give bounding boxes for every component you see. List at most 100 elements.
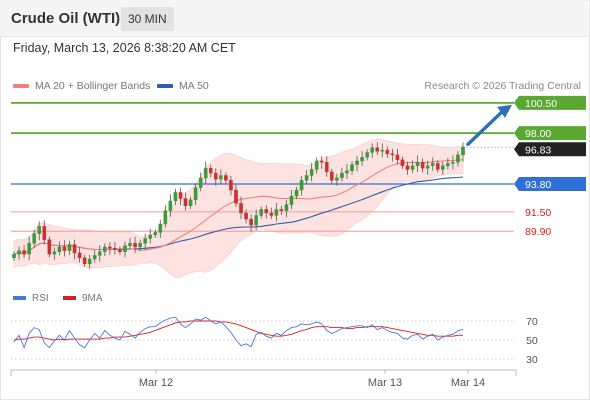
rsi-ma-swatch [63, 296, 76, 301]
candle-down [82, 257, 87, 265]
candle-up [219, 175, 223, 180]
candle-up [289, 195, 294, 205]
candle-up [203, 168, 208, 179]
level-tag-resistance-bg [514, 126, 586, 141]
candle-down [249, 218, 253, 226]
candle-up [32, 233, 36, 244]
rsi-level-label: 70 [526, 316, 538, 328]
rsi-level-label: 50 [526, 335, 538, 347]
candle-up [365, 152, 369, 158]
candle-up [158, 223, 163, 233]
candle-down [239, 203, 243, 214]
candle-up [451, 161, 455, 164]
candle-up [360, 157, 364, 162]
candle-up [355, 160, 359, 165]
candle-up [138, 243, 142, 248]
forecast-arrow [466, 104, 512, 146]
candle-down [133, 243, 137, 248]
legend-rsi: RSI [13, 293, 49, 304]
candle-up [163, 210, 168, 225]
candle-down [264, 209, 269, 214]
candle-up [309, 169, 314, 176]
candle-up [92, 255, 97, 260]
candle-up [148, 234, 153, 239]
candle-down [183, 198, 188, 206]
candle-up [274, 209, 279, 216]
level-tag-support: 93.80 [514, 176, 586, 191]
candle-up [304, 175, 309, 181]
legend-ma20: MA 20 + Bollinger Bands [13, 80, 150, 92]
candle-down [405, 165, 410, 170]
candle-down [385, 149, 390, 154]
candle-up [380, 149, 385, 152]
candle-down [319, 160, 324, 163]
candle-down [229, 180, 233, 191]
candle-up [52, 251, 57, 255]
research-credit: Research © 2026 Trading Central [424, 80, 581, 92]
candle-up [67, 244, 72, 251]
candle-down [244, 212, 248, 220]
candle-up [345, 170, 349, 174]
candle-up [188, 199, 193, 206]
candle-down [108, 246, 112, 249]
candle-up [27, 243, 31, 255]
level-tag-support-text: 93.80 [525, 179, 551, 191]
candle-up [97, 251, 102, 256]
candle-down [62, 246, 67, 251]
rsi-ma-label: 9MA [82, 293, 103, 304]
legend-ma50: MA 50 [157, 80, 209, 92]
candle-down [47, 239, 52, 255]
candle-down [279, 209, 284, 211]
candle-up [456, 154, 460, 163]
rsi-line [13, 316, 464, 349]
candle-down [208, 168, 213, 174]
chart-header: Crude Oil (WTI) 30 MIN [0, 0, 588, 37]
forecast-arrow-head [497, 104, 512, 118]
level-label-secondary_support: 91.50 [525, 207, 551, 219]
candle-up [153, 232, 158, 236]
candle-up [198, 177, 203, 188]
candle-up [425, 165, 430, 169]
ma20-swatch [13, 84, 29, 89]
current-price-tag: 96.83 [514, 142, 586, 157]
ma20-label: MA 20 + Bollinger Bands [35, 80, 151, 92]
candle-up [370, 147, 374, 153]
level-tag-resistance: 100.50 [514, 95, 586, 110]
interval-selector[interactable]: 30 MIN [121, 7, 174, 31]
candle-up [17, 250, 21, 255]
candle-down [395, 154, 400, 160]
legend-rsi-ma: 9MA [63, 293, 103, 304]
candlesticks [12, 142, 465, 270]
candle-up [173, 192, 178, 202]
candle-up [57, 246, 62, 252]
candle-down [213, 172, 218, 180]
candle-down [178, 192, 183, 199]
candle-down [72, 244, 77, 254]
candle-up [410, 165, 415, 170]
candle-up [143, 238, 147, 244]
candle-up [284, 204, 289, 211]
candle-up [441, 165, 445, 170]
candle-up [193, 187, 198, 200]
candle-down [420, 161, 425, 169]
candle-up [87, 258, 92, 265]
candle-down [224, 175, 228, 181]
candle-down [77, 252, 82, 259]
rsi-swatch [13, 296, 26, 301]
timestamp: Friday, March 13, 2026 8:38:20 AM CET [13, 41, 236, 55]
instrument-title: Crude Oil (WTI) [11, 10, 121, 27]
ma20-line [13, 159, 464, 255]
level-tag-resistance-text: 98.00 [525, 128, 551, 140]
candle-down [330, 171, 334, 181]
candle-up [350, 164, 354, 171]
candle-down [269, 212, 274, 216]
price-level-labels: 96.83 100.50 98.00 93.80 91.50 89.90 [514, 95, 586, 238]
forecast-arrow-shaft [466, 109, 505, 146]
level-tag-support-bg [514, 176, 586, 191]
candle-up [430, 163, 435, 167]
candle-up [314, 160, 319, 170]
candle-up [415, 161, 420, 167]
candle-up [299, 180, 304, 191]
candle-down [324, 161, 329, 173]
